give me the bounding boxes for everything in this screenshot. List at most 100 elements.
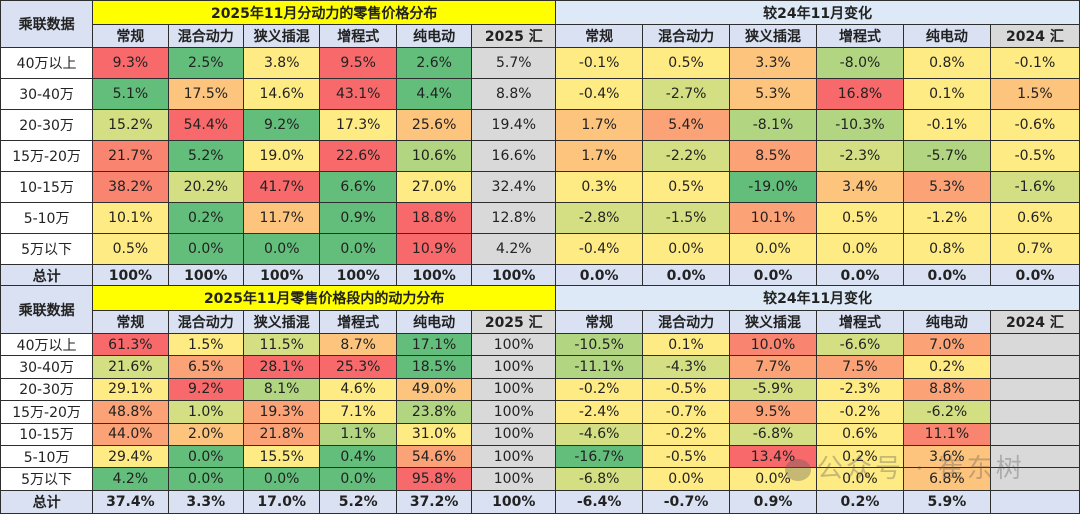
table-row: 15万-20万 21.7% 5.2% 19.0% 22.6% 10.6% 16.6% 1.7%… xyxy=(0,140,1080,172)
table-cell: 1.5% xyxy=(989,78,1080,110)
table-cell: 61.3% xyxy=(92,332,169,357)
table-cell: 5.4% xyxy=(642,109,731,141)
table-cell: -5.9% xyxy=(729,377,817,402)
table-cell: 3.6% xyxy=(902,444,991,469)
table-cell: 0.0% xyxy=(167,233,245,265)
table-cell: 0.5% xyxy=(642,47,731,79)
column-header: 2025 汇 xyxy=(471,310,557,334)
table-cell: 0.0% xyxy=(816,233,904,265)
table-cell: 100% xyxy=(471,422,557,446)
column-header: 狭义插混 xyxy=(243,24,321,48)
table-cell: 43.1% xyxy=(319,78,397,110)
table-cell: 15.5% xyxy=(242,444,321,469)
table-cell: 10.1% xyxy=(92,202,169,234)
table-cell xyxy=(989,467,1080,491)
table-cell: -6.8% xyxy=(555,467,644,491)
table-cell: 9.5% xyxy=(729,400,817,424)
table-row: 5万以下 0.5% 0.0% 0.0% 0.0% 10.9% 4.2% -0.4% 0.0% 0.… xyxy=(0,233,1080,265)
column-header: 常规 xyxy=(92,24,169,48)
table-cell: -0.1% xyxy=(989,47,1080,79)
table-cell xyxy=(989,444,1080,469)
table-cell: 0.4% xyxy=(319,444,397,469)
column-header: 常规 xyxy=(555,24,644,48)
table-cell: 0.7% xyxy=(989,233,1080,265)
table-cell: -8.1% xyxy=(729,109,817,141)
table-cell: 5.1% xyxy=(92,78,169,110)
price-distribution-by-powertrain-table: 乘联数据 2025年11月分动力的零售价格分布 较24年11月变化 常规 混合动力 狭义插… xyxy=(0,0,1080,288)
table-cell: 54.4% xyxy=(167,109,245,141)
total-cell: 0.0% xyxy=(902,264,991,288)
table-cell xyxy=(989,400,1080,424)
table-cell: 7.7% xyxy=(729,355,817,379)
table-cell: 1.1% xyxy=(319,422,397,446)
table-cell: 0.0% xyxy=(642,467,731,491)
table-row: 10-15万 44.0% 2.0% 21.8% 1.1% 31.0% 100% -4.6% -0… xyxy=(0,422,1080,446)
table-cell: 0.0% xyxy=(729,233,817,265)
table-cell: 6.8% xyxy=(902,467,991,491)
table-cell: 2.5% xyxy=(167,47,245,79)
table-cell: 12.8% xyxy=(471,202,557,234)
table-cell: 2.0% xyxy=(167,422,244,446)
column-header: 纯电动 xyxy=(395,24,473,48)
total-label: 总计 xyxy=(0,489,94,514)
table-cell: 11.5% xyxy=(242,332,321,357)
row-label: 5-10万 xyxy=(0,202,94,234)
table-cell: 4.4% xyxy=(395,78,473,110)
corner-label: 乘联数据 xyxy=(0,285,94,334)
table-cell: 0.5% xyxy=(642,171,731,203)
table-cell: 41.7% xyxy=(243,171,321,203)
total-cell: 0.0% xyxy=(816,264,904,288)
table-cell: -10.5% xyxy=(555,332,644,357)
table-cell: 28.1% xyxy=(242,355,321,379)
table-cell: -1.5% xyxy=(642,202,731,234)
table-cell: -1.2% xyxy=(902,202,991,234)
table-cell: 48.8% xyxy=(92,400,169,424)
table-cell: 19.3% xyxy=(242,400,321,424)
table-cell: 0.1% xyxy=(642,332,731,357)
table-cell: 100% xyxy=(471,377,557,402)
table-cell: -6.2% xyxy=(902,400,991,424)
section-title-right: 较24年11月变化 xyxy=(555,285,1080,311)
table-cell: 16.6% xyxy=(471,140,557,172)
table-cell: -4.3% xyxy=(642,355,731,379)
column-header: 狭义插混 xyxy=(729,310,817,334)
table-cell: 18.5% xyxy=(395,355,473,379)
table-cell: 6.5% xyxy=(167,355,244,379)
total-cell: 37.4% xyxy=(92,489,169,514)
section-title-right: 较24年11月变化 xyxy=(555,0,1080,25)
table-cell: 21.7% xyxy=(92,140,169,172)
table-cell: -11.1% xyxy=(555,355,644,379)
table-cell: 20.2% xyxy=(167,171,245,203)
table-row: 30-40万 5.1% 17.5% 14.6% 43.1% 4.4% 8.8% -0.4% -2… xyxy=(0,78,1080,110)
column-header: 常规 xyxy=(555,310,644,334)
column-header: 混合动力 xyxy=(642,310,731,334)
table-cell: -0.6% xyxy=(989,109,1080,141)
table-cell: 0.8% xyxy=(902,233,991,265)
table-cell: -2.4% xyxy=(555,400,644,424)
table-cell: 1.7% xyxy=(555,140,644,172)
table-row: 15万-20万 48.8% 1.0% 19.3% 7.1% 23.8% 100% -2.4% -… xyxy=(0,400,1080,424)
table-cell: -2.3% xyxy=(815,377,904,402)
table-row: 5万以下 4.2% 0.0% 0.0% 0.0% 95.8% 100% -6.8% 0.0% 0.… xyxy=(0,467,1080,491)
table-cell: 10.9% xyxy=(395,233,473,265)
table-cell: 38.2% xyxy=(92,171,169,203)
total-label: 总计 xyxy=(0,264,94,288)
table-cell: 0.1% xyxy=(902,78,991,110)
total-cell: 100% xyxy=(243,264,321,288)
table-cell: -0.5% xyxy=(989,140,1080,172)
total-cell: 0.9% xyxy=(729,489,817,514)
table-cell: 100% xyxy=(471,332,557,357)
table-cell: 3.8% xyxy=(243,47,321,79)
column-header: 纯电动 xyxy=(902,24,991,48)
table-cell: 0.0% xyxy=(167,467,244,491)
table-row: 5-10万 29.4% 0.0% 15.5% 0.4% 54.6% 100% -16.7% -0… xyxy=(0,444,1080,469)
table-row: 40万以上 9.3% 2.5% 3.8% 9.5% 2.6% 5.7% -0.1% 0.5% 3.… xyxy=(0,47,1080,79)
row-label: 30-40万 xyxy=(0,78,94,110)
table-cell: -6.8% xyxy=(729,422,817,446)
column-header: 混合动力 xyxy=(167,310,244,334)
table-cell: 0.2% xyxy=(902,355,991,379)
table-cell: 0.6% xyxy=(989,202,1080,234)
table-cell: -2.7% xyxy=(642,78,731,110)
row-label: 5万以下 xyxy=(0,467,94,491)
